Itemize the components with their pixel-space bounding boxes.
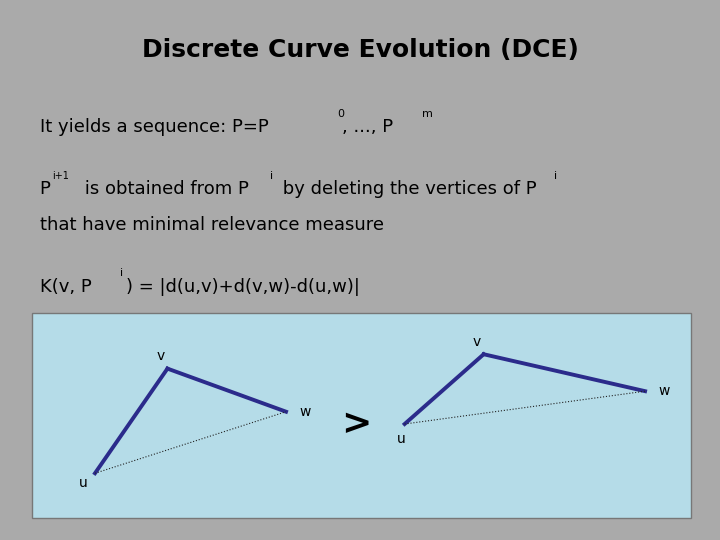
Text: u: u [397, 432, 405, 446]
Bar [32, 313, 691, 518]
Text: by deleting the vertices of P: by deleting the vertices of P [277, 180, 537, 198]
Text: P: P [40, 180, 50, 198]
Text: v: v [156, 349, 164, 363]
Text: i: i [554, 171, 557, 181]
Text: i: i [120, 268, 123, 279]
Text: that have minimal relevance measure: that have minimal relevance measure [40, 215, 384, 233]
Text: m: m [422, 109, 433, 119]
Text: K(v, P: K(v, P [40, 278, 91, 295]
Text: i+1: i+1 [53, 171, 69, 181]
Text: ) = |d(u,v)+d(v,w)-d(u,w)|: ) = |d(u,v)+d(v,w)-d(u,w)| [126, 278, 360, 295]
Text: u: u [79, 476, 88, 490]
Text: is obtained from P: is obtained from P [79, 180, 249, 198]
Text: Discrete Curve Evolution (DCE): Discrete Curve Evolution (DCE) [142, 38, 578, 62]
Text: i: i [270, 171, 273, 181]
Text: 0: 0 [337, 109, 344, 119]
Text: w: w [658, 384, 670, 398]
Text: >: > [341, 407, 372, 441]
Text: v: v [472, 335, 481, 349]
Text: It yields a sequence: P=P: It yields a sequence: P=P [40, 118, 269, 136]
Text: w: w [299, 404, 310, 418]
Text: , ..., P: , ..., P [342, 118, 393, 136]
